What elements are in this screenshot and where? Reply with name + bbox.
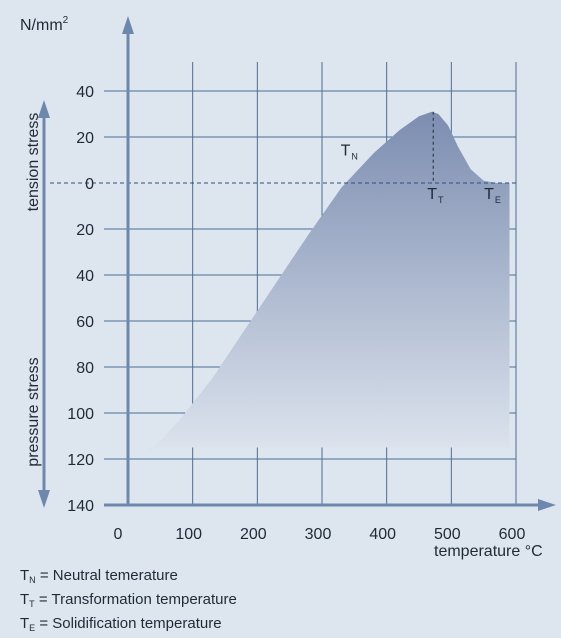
y-axis-arrow-icon: [122, 16, 134, 34]
y-tick-label-4: 40: [76, 268, 94, 285]
x-tick-label-4: 400: [369, 526, 396, 543]
x-tick-label-1: 100: [175, 526, 202, 543]
x-tick-label-3: 300: [305, 526, 332, 543]
y-tick-label-8: 120: [67, 452, 94, 469]
y-axis-label-pressure: pressure stress: [25, 357, 42, 466]
y-tick-label-9: 140: [67, 498, 94, 515]
y-tick-label-5: 60: [76, 314, 94, 331]
y-tick-label-7: 100: [67, 406, 94, 423]
y-tick-label-3: 20: [76, 222, 94, 239]
stress-area: [147, 111, 510, 455]
y-tick-label-6: 80: [76, 360, 94, 377]
legend-item-tn: TN = Neutral temerature: [20, 567, 178, 585]
y-unit-label: N/mm2: [20, 15, 69, 34]
marker-tt: TT: [427, 186, 444, 205]
y-tick-label-0: 40: [76, 84, 94, 101]
legend-item-te: TE = Solidification temperature: [20, 615, 222, 633]
x-tick-label-0: 0: [114, 526, 123, 543]
x-tick-label-6: 600: [499, 526, 526, 543]
y-tick-label-2: 0: [85, 176, 94, 193]
marker-tn: TN: [341, 142, 358, 161]
x-tick-label-2: 200: [240, 526, 267, 543]
legend: TN = Neutral temerature TT = Transformat…: [20, 566, 237, 638]
x-axis-label: temperature °C: [434, 543, 543, 560]
axes: [38, 16, 556, 511]
x-tick-label-5: 500: [434, 526, 461, 543]
y-axis-label-tension: tension stress: [25, 113, 42, 212]
y-tick-label-1: 20: [76, 130, 94, 147]
marker-te: TE: [484, 186, 501, 205]
x-axis-arrow-icon: [538, 499, 556, 511]
temperature-markers: TN TT TE: [341, 111, 501, 205]
tension-arrow-icon: [38, 100, 50, 118]
legend-item-tt: TT = Transformation temperature: [20, 591, 237, 609]
pressure-arrow-icon: [38, 490, 50, 508]
